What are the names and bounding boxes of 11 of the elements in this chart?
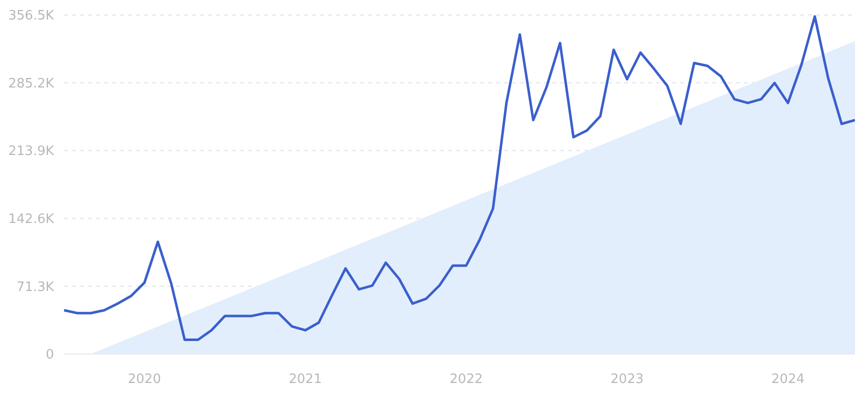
y-tick-label: 285.2K bbox=[8, 76, 54, 92]
y-tick-label: 71.3K bbox=[16, 280, 54, 295]
x-tick-label: 2022 bbox=[450, 372, 483, 388]
y-tick-label: 213.9K bbox=[8, 144, 54, 160]
x-tick-label: 2021 bbox=[288, 372, 322, 388]
x-tick-label: 2023 bbox=[610, 372, 644, 388]
y-tick-label: 356.5K bbox=[8, 8, 54, 24]
x-tick-label: 2024 bbox=[771, 372, 805, 388]
y-tick-label: 142.6K bbox=[8, 212, 54, 228]
x-tick-label: 2020 bbox=[128, 372, 161, 388]
y-tick-label: 0 bbox=[46, 348, 54, 363]
